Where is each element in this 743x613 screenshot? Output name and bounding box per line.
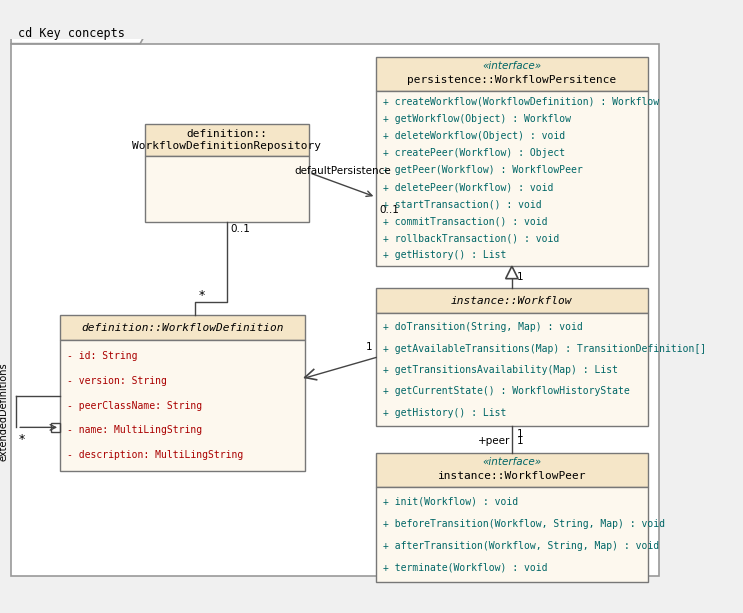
Text: + getTransitionsAvailability(Map) : List: + getTransitionsAvailability(Map) : List [383, 365, 618, 375]
Text: - description: MultiLingString: - description: MultiLingString [67, 450, 244, 460]
Text: + afterTransition(Workflow, String, Map) : void: + afterTransition(Workflow, String, Map)… [383, 541, 659, 550]
Text: + getHistory() : List: + getHistory() : List [383, 408, 507, 417]
Text: +peer: +peer [478, 436, 510, 446]
Text: + deleteWorkflow(Object) : void: + deleteWorkflow(Object) : void [383, 131, 565, 141]
Text: extendedDefinitions: extendedDefinitions [0, 362, 8, 461]
Text: persistence::WorkflowPersitence: persistence::WorkflowPersitence [407, 75, 617, 85]
Text: 1: 1 [516, 429, 523, 439]
Text: WorkflowDefinitionRepository: WorkflowDefinitionRepository [132, 141, 322, 151]
Polygon shape [60, 315, 305, 340]
Polygon shape [145, 124, 309, 156]
Text: *: * [19, 433, 25, 446]
Text: «interface»: «interface» [482, 61, 542, 71]
Text: - id: String: - id: String [67, 351, 137, 361]
Text: + getHistory() : List: + getHistory() : List [383, 250, 507, 260]
Text: + createWorkflow(WorkflowDefinition) : Workflow: + createWorkflow(WorkflowDefinition) : W… [383, 97, 659, 107]
Text: instance::WorkflowPeer: instance::WorkflowPeer [438, 471, 586, 481]
Text: + beforeTransition(Workflow, String, Map) : void: + beforeTransition(Workflow, String, Map… [383, 519, 665, 528]
Polygon shape [145, 156, 309, 222]
Text: definition::: definition:: [186, 129, 267, 139]
Text: instance::Workflow: instance::Workflow [451, 296, 573, 306]
Text: 1: 1 [516, 436, 523, 446]
Polygon shape [376, 487, 648, 582]
Text: + commitTransaction() : void: + commitTransaction() : void [383, 216, 548, 226]
Text: + init(Workflow) : void: + init(Workflow) : void [383, 497, 519, 506]
Text: - version: String: - version: String [67, 376, 167, 386]
Polygon shape [376, 57, 648, 91]
Text: cd Key concepts: cd Key concepts [18, 28, 125, 40]
Polygon shape [376, 453, 648, 487]
Text: + getPeer(Workflow) : WorkflowPeer: + getPeer(Workflow) : WorkflowPeer [383, 165, 583, 175]
Text: + getCurrentState() : WorkflowHistoryState: + getCurrentState() : WorkflowHistorySta… [383, 386, 630, 396]
Text: + startTransaction() : void: + startTransaction() : void [383, 199, 542, 209]
Text: + rollbackTransaction() : void: + rollbackTransaction() : void [383, 233, 559, 243]
Text: + getWorkflow(Object) : Workflow: + getWorkflow(Object) : Workflow [383, 114, 571, 124]
Text: + doTransition(String, Map) : void: + doTransition(String, Map) : void [383, 322, 583, 332]
Polygon shape [376, 289, 648, 313]
Polygon shape [376, 91, 648, 266]
Text: + deletePeer(Workflow) : void: + deletePeer(Workflow) : void [383, 182, 554, 192]
Text: «interface»: «interface» [482, 457, 542, 467]
Text: *: * [198, 289, 204, 302]
Polygon shape [11, 24, 151, 44]
Text: 1: 1 [366, 342, 372, 352]
Text: + getAvailableTransitions(Map) : TransitionDefinition[]: + getAvailableTransitions(Map) : Transit… [383, 344, 707, 354]
Text: - peerClassName: String: - peerClassName: String [67, 400, 202, 411]
Polygon shape [11, 44, 659, 576]
Text: - name: MultiLingString: - name: MultiLingString [67, 425, 202, 435]
Text: + createPeer(Workflow) : Object: + createPeer(Workflow) : Object [383, 148, 565, 158]
Text: 0..1: 0..1 [380, 205, 400, 215]
Polygon shape [60, 340, 305, 471]
Text: definition::WorkflowDefinition: definition::WorkflowDefinition [81, 322, 284, 333]
Text: + terminate(Workflow) : void: + terminate(Workflow) : void [383, 563, 548, 573]
Polygon shape [376, 313, 648, 427]
Text: 0..1: 0..1 [230, 224, 250, 234]
Text: 1: 1 [516, 272, 523, 283]
Text: defaultPersistence: defaultPersistence [294, 166, 391, 176]
